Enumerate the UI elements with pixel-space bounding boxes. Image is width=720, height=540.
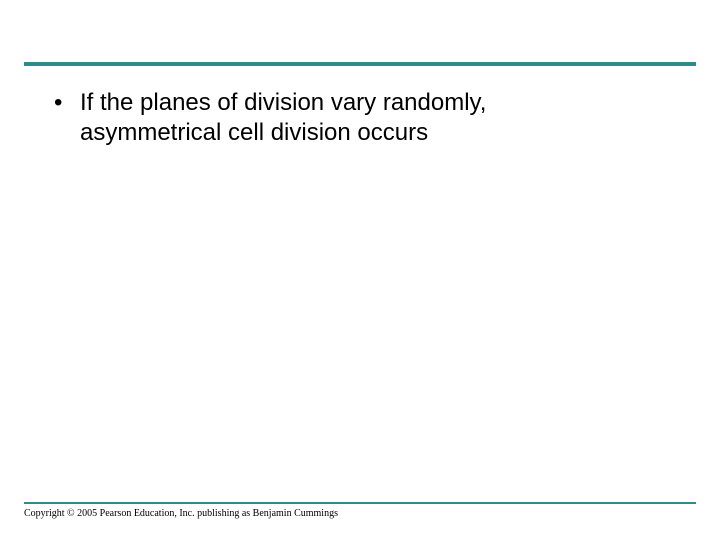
slide: If the planes of division vary randomly,…	[0, 0, 720, 540]
bullet-item: If the planes of division vary randomly,…	[48, 88, 660, 148]
top-divider	[24, 62, 696, 66]
copyright-text: Copyright © 2005 Pearson Education, Inc.…	[24, 508, 338, 519]
bullet-list: If the planes of division vary randomly,…	[48, 88, 660, 148]
bullet-text-line1: If the planes of division vary randomly,	[80, 89, 486, 116]
slide-body: If the planes of division vary randomly,…	[48, 88, 660, 148]
bullet-text-line2: asymmetrical cell division occurs	[80, 119, 428, 146]
bottom-divider	[24, 502, 696, 504]
